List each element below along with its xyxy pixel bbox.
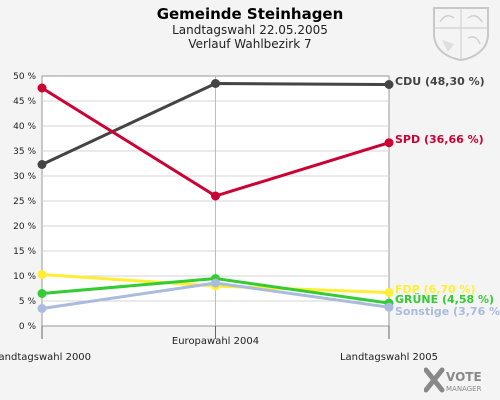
data-point (37, 304, 47, 313)
chart-subtitle-1: Landtagswahl 22.05.2005 (172, 23, 328, 37)
series-label: FDP (6,70 %) (395, 283, 476, 296)
y-tick-label: 15 % (13, 247, 36, 257)
y-tick-label: 30 % (13, 172, 36, 182)
series-layer (37, 79, 394, 313)
y-tick-label: 50 % (13, 72, 36, 82)
y-tick-label: 45 % (13, 97, 36, 107)
y-tick-label: 40 % (13, 122, 36, 132)
y-tick-label: 0 % (19, 322, 37, 332)
x-tick-label: Europawahl 2004 (172, 336, 259, 347)
x-axis: Landtagswahl 2000 Europawahl 2004 Landtags… (0, 326, 438, 363)
chart-subtitle-2: Verlauf Wahlbezirk 7 (188, 37, 311, 51)
data-point (37, 270, 47, 279)
y-tick-label: 5 % (19, 297, 37, 307)
y-tick-label: 20 % (13, 222, 36, 232)
data-point (211, 79, 220, 88)
series-labels: CDU (48,30 %) SPD (36,66 %) FDP (6,70 %)GR… (395, 75, 500, 318)
data-point (37, 83, 47, 93)
vote-manager-logo: VOTE MANAGER (424, 367, 482, 393)
brand-line-2: MANAGER (446, 385, 482, 393)
data-point (37, 289, 47, 298)
y-tick-label: 10 % (13, 272, 36, 282)
y-tick-label: 35 % (13, 147, 36, 157)
data-point (211, 191, 220, 201)
data-point (384, 80, 394, 89)
brand-line-1: VOTE (446, 370, 482, 384)
series-label: CDU (48,30 %) (395, 75, 485, 88)
data-point (37, 160, 47, 169)
x-tick-label: Landtagswahl 2005 (340, 352, 438, 363)
x-mark-icon (424, 367, 445, 393)
coat-of-arms-icon (433, 7, 489, 62)
series-label: SPD (36,66 %) (395, 133, 484, 146)
series-label: GRÜNE (4,58 %) (395, 292, 494, 306)
data-point (384, 302, 394, 312)
y-tick-label: 25 % (13, 197, 36, 207)
data-point (384, 288, 394, 297)
data-point (384, 138, 394, 148)
y-axis: 0 % 5 % 10 % 15 % 20 % 25 % 30 % 35 % 40 % 45 % 50… (13, 72, 36, 332)
chart-title: Gemeinde Steinhagen (157, 5, 344, 23)
series-label: Sonstige (3,76 %) (395, 305, 500, 318)
x-tick-label: Landtagswahl 2000 (0, 352, 91, 363)
data-point (211, 278, 220, 288)
